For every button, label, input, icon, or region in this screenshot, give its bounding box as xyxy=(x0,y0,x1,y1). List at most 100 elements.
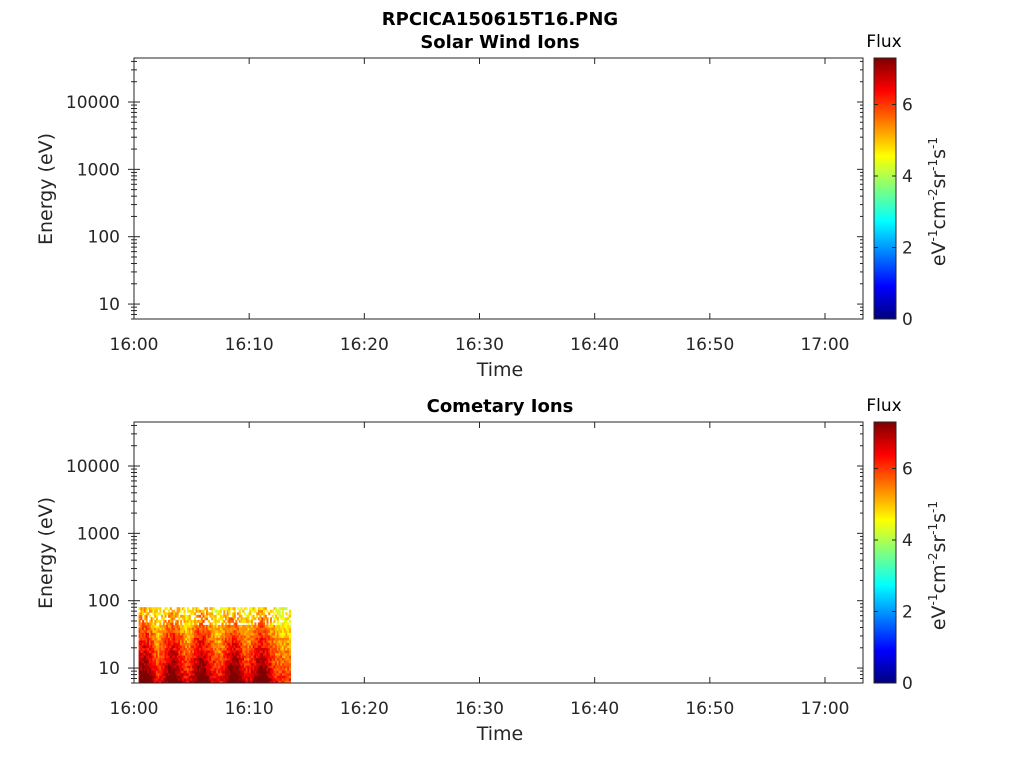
heatmap-cell xyxy=(207,650,210,654)
heatmap-cell xyxy=(212,650,215,654)
heatmap-cell xyxy=(250,630,253,633)
heatmap-cell xyxy=(152,650,155,654)
heatmap-cell xyxy=(199,662,202,666)
heatmap-cell xyxy=(263,680,266,684)
heatmap-cell xyxy=(245,655,248,659)
heatmap-cell xyxy=(206,640,209,643)
heatmap-cell xyxy=(190,650,193,654)
heatmap-cell xyxy=(142,640,145,643)
heatmap-cell xyxy=(225,670,228,674)
heatmap-cell xyxy=(197,652,200,656)
heatmap-cell xyxy=(185,672,188,676)
heatmap-cell xyxy=(161,662,164,666)
heatmap-cell xyxy=(159,607,162,611)
heatmap-cell xyxy=(152,632,155,636)
heatmap-cell xyxy=(264,665,267,669)
heatmap-cell xyxy=(219,635,222,638)
x-axis-label: Time xyxy=(476,359,524,381)
heatmap-cell xyxy=(145,622,148,626)
heatmap-cell xyxy=(288,645,291,648)
heatmap-cell xyxy=(244,675,247,679)
heatmap-cell xyxy=(288,647,291,651)
heatmap-cell xyxy=(157,637,160,641)
heatmap-cell xyxy=(192,609,195,613)
heatmap-cell xyxy=(152,677,155,681)
heatmap-cell xyxy=(252,670,255,674)
heatmap-cell xyxy=(276,670,279,674)
heatmap-cell xyxy=(214,622,217,626)
heatmap-cell xyxy=(168,650,171,654)
heatmap-cell xyxy=(244,662,247,666)
heatmap-cell xyxy=(150,624,153,628)
heatmap-cell xyxy=(202,670,205,674)
heatmap-cell xyxy=(276,630,279,633)
heatmap-cell xyxy=(159,645,162,648)
heatmap-cell xyxy=(142,677,145,681)
heatmap-cell xyxy=(188,627,191,631)
heatmap-cell xyxy=(190,624,193,628)
heatmap-cell xyxy=(169,667,172,671)
heatmap-cell xyxy=(216,630,219,633)
heatmap-cell xyxy=(231,667,234,671)
heatmap-cell xyxy=(256,665,259,669)
heatmap-cell xyxy=(238,632,241,636)
heatmap-cell xyxy=(171,657,174,661)
heatmap-cell xyxy=(242,627,245,631)
heatmap-cell xyxy=(173,662,176,666)
heatmap-cell xyxy=(233,660,236,664)
heatmap-cell xyxy=(259,652,262,656)
heatmap-cell xyxy=(263,627,266,631)
heatmap-cell xyxy=(278,647,281,651)
heatmap-cell xyxy=(221,657,224,661)
heatmap-cell xyxy=(225,624,228,628)
heatmap-cell xyxy=(211,637,214,641)
heatmap-cell xyxy=(211,655,214,659)
heatmap-cell xyxy=(218,609,221,613)
heatmap-cell xyxy=(185,675,188,679)
heatmap-cell xyxy=(221,662,224,666)
heatmap-cell xyxy=(157,672,160,676)
heatmap-cell xyxy=(183,632,186,636)
heatmap-cell xyxy=(226,632,229,636)
heatmap-cell xyxy=(283,667,286,671)
heatmap-cell xyxy=(257,645,260,648)
heatmap-cell xyxy=(176,680,179,684)
heatmap-cell xyxy=(180,667,183,671)
heatmap-cell xyxy=(228,655,231,659)
heatmap-cell xyxy=(247,624,250,628)
heatmap-cell xyxy=(245,675,248,679)
heatmap-cell xyxy=(187,617,190,621)
heatmap-cell xyxy=(181,614,184,618)
heatmap-cell xyxy=(237,612,240,616)
heatmap-cell xyxy=(256,655,259,659)
heatmap-cell xyxy=(237,670,240,674)
heatmap-cell xyxy=(256,650,259,654)
heatmap-cell xyxy=(249,670,252,674)
heatmap-cell xyxy=(288,609,291,613)
heatmap-cell xyxy=(174,630,177,633)
heatmap-cell xyxy=(204,657,207,661)
heatmap-cell xyxy=(145,657,148,661)
heatmap-cell xyxy=(231,660,234,664)
heatmap-cell xyxy=(138,635,141,638)
heatmap-cell xyxy=(223,632,226,636)
heatmap-cell xyxy=(223,662,226,666)
heatmap-cell xyxy=(195,680,198,684)
plot-area: 16:00 16:10 16:20 16:30 16:40 16:50 17:0010100… xyxy=(66,57,950,355)
heatmap-cell xyxy=(287,660,290,664)
heatmap-cell xyxy=(206,612,209,616)
heatmap-cell xyxy=(273,680,276,684)
heatmap-cell xyxy=(178,657,181,661)
heatmap-cell xyxy=(150,680,153,684)
heatmap-cell xyxy=(212,637,215,641)
heatmap-cell xyxy=(178,609,181,613)
heatmap-cell xyxy=(278,650,281,654)
heatmap-cell xyxy=(283,619,286,623)
heatmap-cell xyxy=(261,670,264,674)
heatmap-cell xyxy=(145,680,148,684)
heatmap-cell xyxy=(173,614,176,618)
heatmap-cell xyxy=(145,662,148,666)
heatmap-cell xyxy=(269,662,272,666)
heatmap-cell xyxy=(271,677,274,681)
heatmap-cell xyxy=(245,640,248,643)
